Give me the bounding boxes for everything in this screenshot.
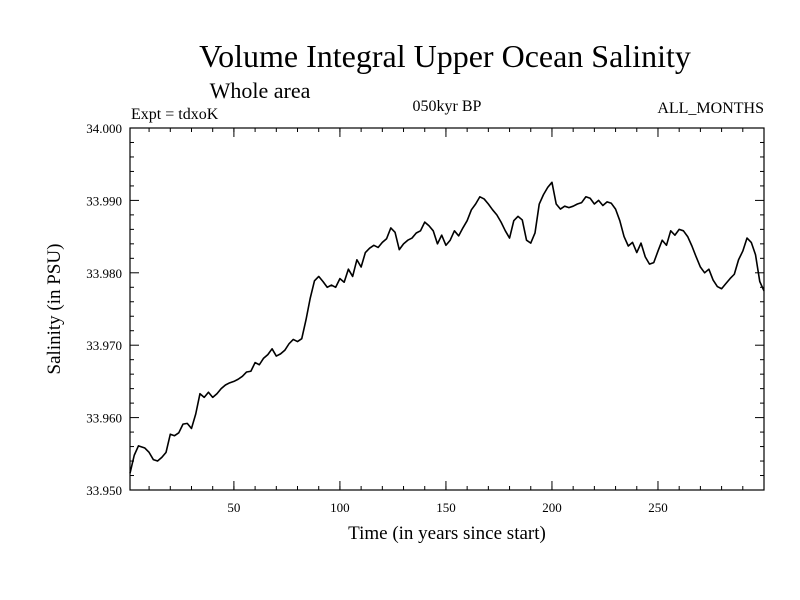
chart-title: Volume Integral Upper Ocean Salinity — [199, 38, 691, 74]
x-axis-label: Time (in years since start) — [348, 523, 546, 544]
x-tick-label: 250 — [648, 500, 668, 515]
series-group — [129, 181, 765, 474]
axis-tick-labels: 50 100 150 200 250 33.950 33.960 33.970 33.980 33… — [86, 121, 667, 515]
y-tick-label: 33.980 — [86, 266, 122, 281]
months-label: ALL_MONTHS — [657, 100, 764, 117]
x-tick-label: 50 — [227, 500, 240, 515]
chart-subtitle: Whole area — [210, 78, 311, 103]
y-tick-label: 33.990 — [86, 193, 122, 208]
axis-ticks — [130, 127, 764, 491]
experiment-label: Expt = tdxoK — [131, 106, 219, 123]
salinity-line — [129, 181, 765, 474]
x-tick-label: 100 — [330, 500, 350, 515]
period-label: 050kyr BP — [413, 98, 482, 115]
y-axis-label: Salinity (in PSU) — [44, 244, 65, 375]
y-tick-label: 33.960 — [86, 411, 122, 426]
y-tick-label: 34.000 — [86, 121, 122, 136]
x-tick-label: 150 — [436, 500, 456, 515]
y-tick-label: 33.970 — [86, 338, 122, 353]
x-tick-label: 200 — [542, 500, 562, 515]
y-tick-label: 33.950 — [86, 483, 122, 498]
plot-frame — [129, 127, 765, 491]
